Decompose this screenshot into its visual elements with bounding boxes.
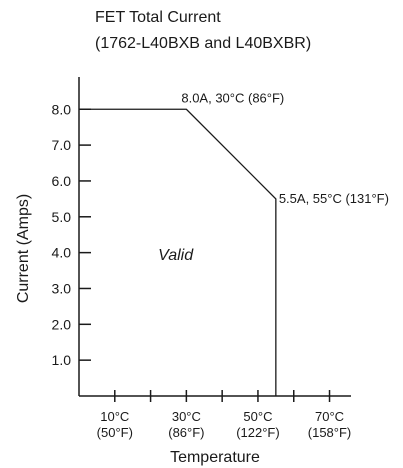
x-tick-label: 30°C — [172, 409, 201, 424]
x-tick-label: 50°C — [243, 409, 272, 424]
y-tick-label: 2.0 — [52, 316, 72, 332]
chart-subtitle: (1762-L40BXB and L40BXBR) — [95, 35, 312, 52]
y-tick-label: 1.0 — [52, 352, 72, 368]
chart-axes — [78, 77, 351, 397]
chart-ticks: 1.0 2.0 3.0 4.0 5.0 6.0 7.0 8.0 10°C(50°F) 30°C(8… — [52, 101, 352, 440]
x-tick-label-fahrenheit: (86°F) — [168, 425, 204, 440]
x-tick-label: 10°C — [100, 409, 129, 424]
y-tick-label: 6.0 — [52, 173, 72, 189]
x-tick-label-fahrenheit: (50°F) — [97, 425, 133, 440]
y-tick-label: 5.0 — [52, 209, 72, 225]
chart-title: FET Total Current — [95, 9, 221, 26]
x-tick-label-fahrenheit: (122°F) — [236, 425, 280, 440]
y-tick-label: 7.0 — [52, 137, 72, 153]
chart-labels: 8.0A, 30°C (86°F) 5.5A, 55°C (131°F) Valid… — [15, 90, 389, 466]
y-axis-title: Current (Amps) — [15, 194, 32, 303]
y-tick-label: 8.0 — [52, 101, 72, 117]
valid-region-label: Valid — [158, 247, 194, 264]
x-tick-label: 70°C — [315, 409, 344, 424]
x-tick-label-fahrenheit: (158°F) — [308, 425, 352, 440]
x-axis-title: Temperature — [170, 449, 260, 466]
y-tick-label: 3.0 — [52, 280, 72, 296]
derating-curve — [79, 108, 277, 396]
chart-series — [79, 108, 277, 396]
annotation-label: 8.0A, 30°C (86°F) — [181, 90, 284, 105]
annotation-label: 5.5A, 55°C (131°F) — [279, 191, 389, 206]
y-tick-label: 4.0 — [52, 245, 72, 261]
